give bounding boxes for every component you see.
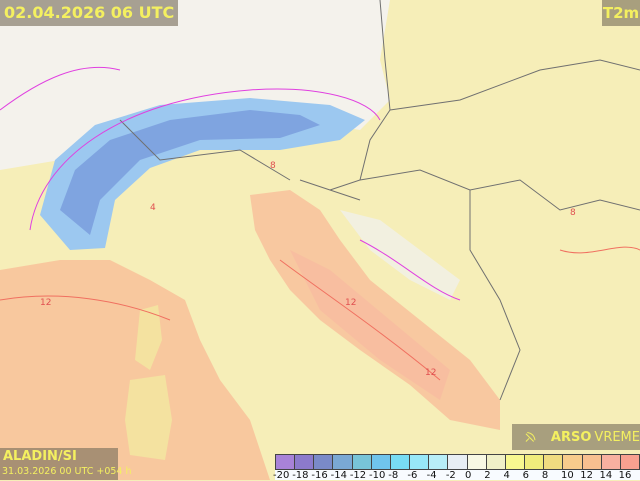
model-info-box: ALADIN/SI 31.03.2026 00 UTC +054 h	[0, 448, 132, 480]
colorbar-tick-label: -8	[388, 470, 399, 481]
temperature-colorbar: -20 -18 -16 -14 -12 -10 -8 -6 -4 -2 0 2 4 6 8 10 12 14 16	[273, 454, 640, 481]
colorbar-swatch	[333, 455, 353, 469]
contour-label: 12	[40, 298, 51, 308]
alps-coldest-area	[60, 110, 320, 235]
colorbar-swatch	[486, 455, 506, 469]
colorbar-swatch	[295, 455, 315, 469]
sardinia	[125, 375, 172, 460]
run-info: 31.03.2026 00 UTC +054 h	[2, 466, 132, 477]
colorbar-tick-label: 6	[522, 470, 530, 481]
parameter-label: T2m	[602, 0, 640, 26]
satellite-dish-icon	[525, 431, 536, 442]
colorbar-swatch	[314, 455, 334, 469]
contour-label: 8	[570, 208, 576, 218]
logo-brand: ARSO	[550, 429, 592, 445]
corsica	[135, 305, 162, 370]
valid-time-label: 02.04.2026 06 UTC	[0, 0, 179, 26]
magenta-contours	[0, 66, 461, 301]
colorbar-tick-label: 12	[580, 470, 593, 481]
colorbar-tick-label: 0	[465, 470, 472, 481]
colorbar-swatch	[582, 455, 602, 469]
colorbar-tick-label: -18	[292, 470, 309, 481]
colorbar-swatch	[352, 455, 372, 469]
tyrrhenian-sea	[0, 260, 270, 480]
colorbar-tick-label: 4	[503, 470, 510, 481]
colorbar-swatch	[505, 455, 526, 469]
contour-label: 4	[150, 203, 156, 213]
arso-logo: ARSO VREME	[512, 424, 640, 450]
contour-label: 12	[345, 298, 356, 308]
contour-label: 8	[270, 161, 276, 171]
colorbar-tick-label: -20	[273, 470, 290, 481]
colorbar-tick-label: 10	[561, 470, 574, 481]
colorbar-swatch	[544, 455, 564, 469]
country-borders	[119, 0, 640, 401]
colorbar-tick-label: 8	[541, 470, 549, 481]
colorbar-swatch	[276, 455, 296, 469]
colorbar-tick-label: -4	[426, 470, 437, 481]
colorbar-swatch	[448, 455, 468, 469]
model-name: ALADIN/SI	[3, 449, 77, 464]
colorbar-tick-label: 2	[484, 470, 491, 481]
colorbar-swatch	[390, 455, 411, 469]
colorbar-swatch	[410, 455, 430, 469]
contour-label: 12	[425, 368, 436, 378]
colorbar-tick-label: -16	[311, 470, 328, 481]
colorbar-tick-label: -14	[330, 470, 347, 481]
colorbar-swatch	[467, 455, 487, 469]
contour-lines	[0, 246, 640, 381]
colorbar-swatch	[563, 455, 583, 469]
colorbar-swatch	[525, 455, 545, 469]
colorbar-swatch	[620, 455, 639, 469]
logo-product: VREME	[594, 429, 640, 445]
colorbar-swatch	[371, 455, 391, 469]
colorbar-swatch	[601, 455, 621, 469]
colorbar-tick-label: -12	[349, 470, 367, 481]
colorbar-boxes	[275, 454, 640, 470]
colorbar-labels: -20 -18 -16 -14 -12 -10 -8 -6 -4 -2 0 2 4 6 8 10 12 14 16	[273, 470, 640, 481]
colorbar-tick-label: -6	[407, 470, 418, 481]
colorbar-tick-label: -2	[445, 470, 456, 481]
dinaric-alps-cool-area	[340, 210, 460, 300]
colorbar-tick-label: 16	[618, 470, 632, 481]
colorbar-tick-label: -10	[369, 470, 386, 481]
colorbar-tick-label: 14	[599, 470, 613, 481]
colorbar-swatch	[429, 455, 449, 469]
